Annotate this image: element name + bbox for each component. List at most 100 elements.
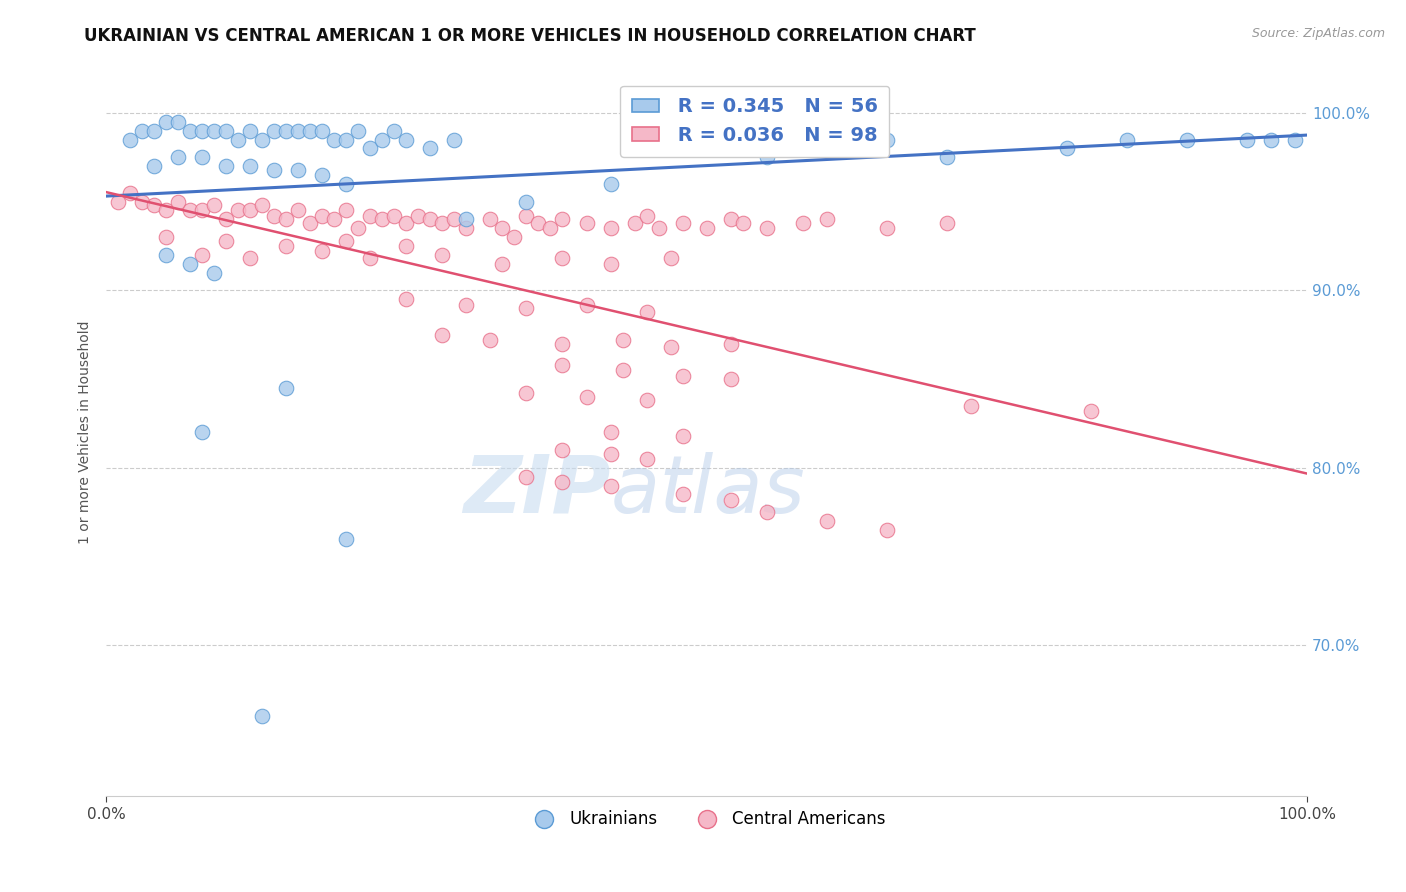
Point	[815, 132, 838, 146]
Point	[479, 333, 502, 347]
Point	[432, 327, 454, 342]
Point	[1080, 404, 1102, 418]
Point	[636, 304, 658, 318]
Point	[191, 248, 214, 262]
Point	[191, 150, 214, 164]
Point	[1175, 132, 1198, 146]
Point	[191, 203, 214, 218]
Point	[202, 266, 225, 280]
Point	[239, 159, 262, 173]
Text: UKRAINIAN VS CENTRAL AMERICAN 1 OR MORE VEHICLES IN HOUSEHOLD CORRELATION CHART: UKRAINIAN VS CENTRAL AMERICAN 1 OR MORE …	[84, 27, 976, 45]
Point	[347, 221, 370, 235]
Point	[815, 212, 838, 227]
Point	[876, 523, 898, 537]
Point	[202, 198, 225, 212]
Point	[215, 159, 238, 173]
Point	[456, 221, 478, 235]
Point	[1056, 141, 1078, 155]
Point	[419, 212, 441, 227]
Point	[959, 399, 981, 413]
Point	[155, 114, 177, 128]
Point	[131, 194, 153, 209]
Point	[647, 221, 669, 235]
Point	[515, 209, 537, 223]
Point	[395, 132, 418, 146]
Point	[311, 123, 333, 137]
Point	[335, 177, 357, 191]
Point	[599, 257, 621, 271]
Point	[636, 451, 658, 466]
Point	[720, 336, 742, 351]
Point	[335, 132, 357, 146]
Point	[575, 216, 598, 230]
Point	[599, 221, 621, 235]
Point	[1236, 132, 1258, 146]
Point	[636, 393, 658, 408]
Legend: Ukrainians, Central Americans: Ukrainians, Central Americans	[520, 804, 893, 835]
Point	[143, 123, 166, 137]
Text: ZIP: ZIP	[463, 451, 610, 530]
Point	[479, 212, 502, 227]
Point	[551, 336, 574, 351]
Point	[503, 230, 526, 244]
Point	[167, 150, 190, 164]
Point	[491, 221, 513, 235]
Point	[612, 363, 634, 377]
Point	[623, 216, 645, 230]
Point	[252, 132, 274, 146]
Y-axis label: 1 or more Vehicles in Household: 1 or more Vehicles in Household	[79, 320, 93, 544]
Point	[287, 162, 309, 177]
Point	[1260, 132, 1282, 146]
Point	[311, 244, 333, 259]
Point	[515, 469, 537, 483]
Point	[432, 248, 454, 262]
Point	[143, 159, 166, 173]
Point	[755, 505, 778, 519]
Point	[226, 203, 249, 218]
Point	[179, 203, 201, 218]
Point	[720, 492, 742, 507]
Point	[239, 203, 262, 218]
Point	[671, 429, 693, 443]
Point	[299, 123, 322, 137]
Point	[515, 194, 537, 209]
Point	[876, 132, 898, 146]
Point	[311, 168, 333, 182]
Point	[323, 132, 346, 146]
Point	[515, 301, 537, 315]
Point	[935, 216, 957, 230]
Point	[120, 186, 142, 200]
Point	[226, 132, 249, 146]
Point	[755, 221, 778, 235]
Point	[359, 252, 381, 266]
Point	[179, 257, 201, 271]
Text: atlas: atlas	[610, 451, 806, 530]
Point	[299, 216, 322, 230]
Point	[456, 297, 478, 311]
Point	[335, 234, 357, 248]
Point	[599, 425, 621, 440]
Point	[720, 212, 742, 227]
Point	[263, 209, 285, 223]
Point	[1284, 132, 1306, 146]
Point	[359, 141, 381, 155]
Point	[395, 216, 418, 230]
Point	[276, 239, 298, 253]
Point	[935, 150, 957, 164]
Point	[551, 212, 574, 227]
Point	[276, 123, 298, 137]
Point	[143, 198, 166, 212]
Point	[671, 216, 693, 230]
Point	[599, 447, 621, 461]
Point	[263, 162, 285, 177]
Point	[347, 123, 370, 137]
Point	[202, 123, 225, 137]
Point	[311, 209, 333, 223]
Point	[696, 221, 718, 235]
Point	[815, 514, 838, 528]
Point	[107, 194, 129, 209]
Point	[155, 248, 177, 262]
Point	[155, 230, 177, 244]
Point	[395, 292, 418, 306]
Point	[239, 123, 262, 137]
